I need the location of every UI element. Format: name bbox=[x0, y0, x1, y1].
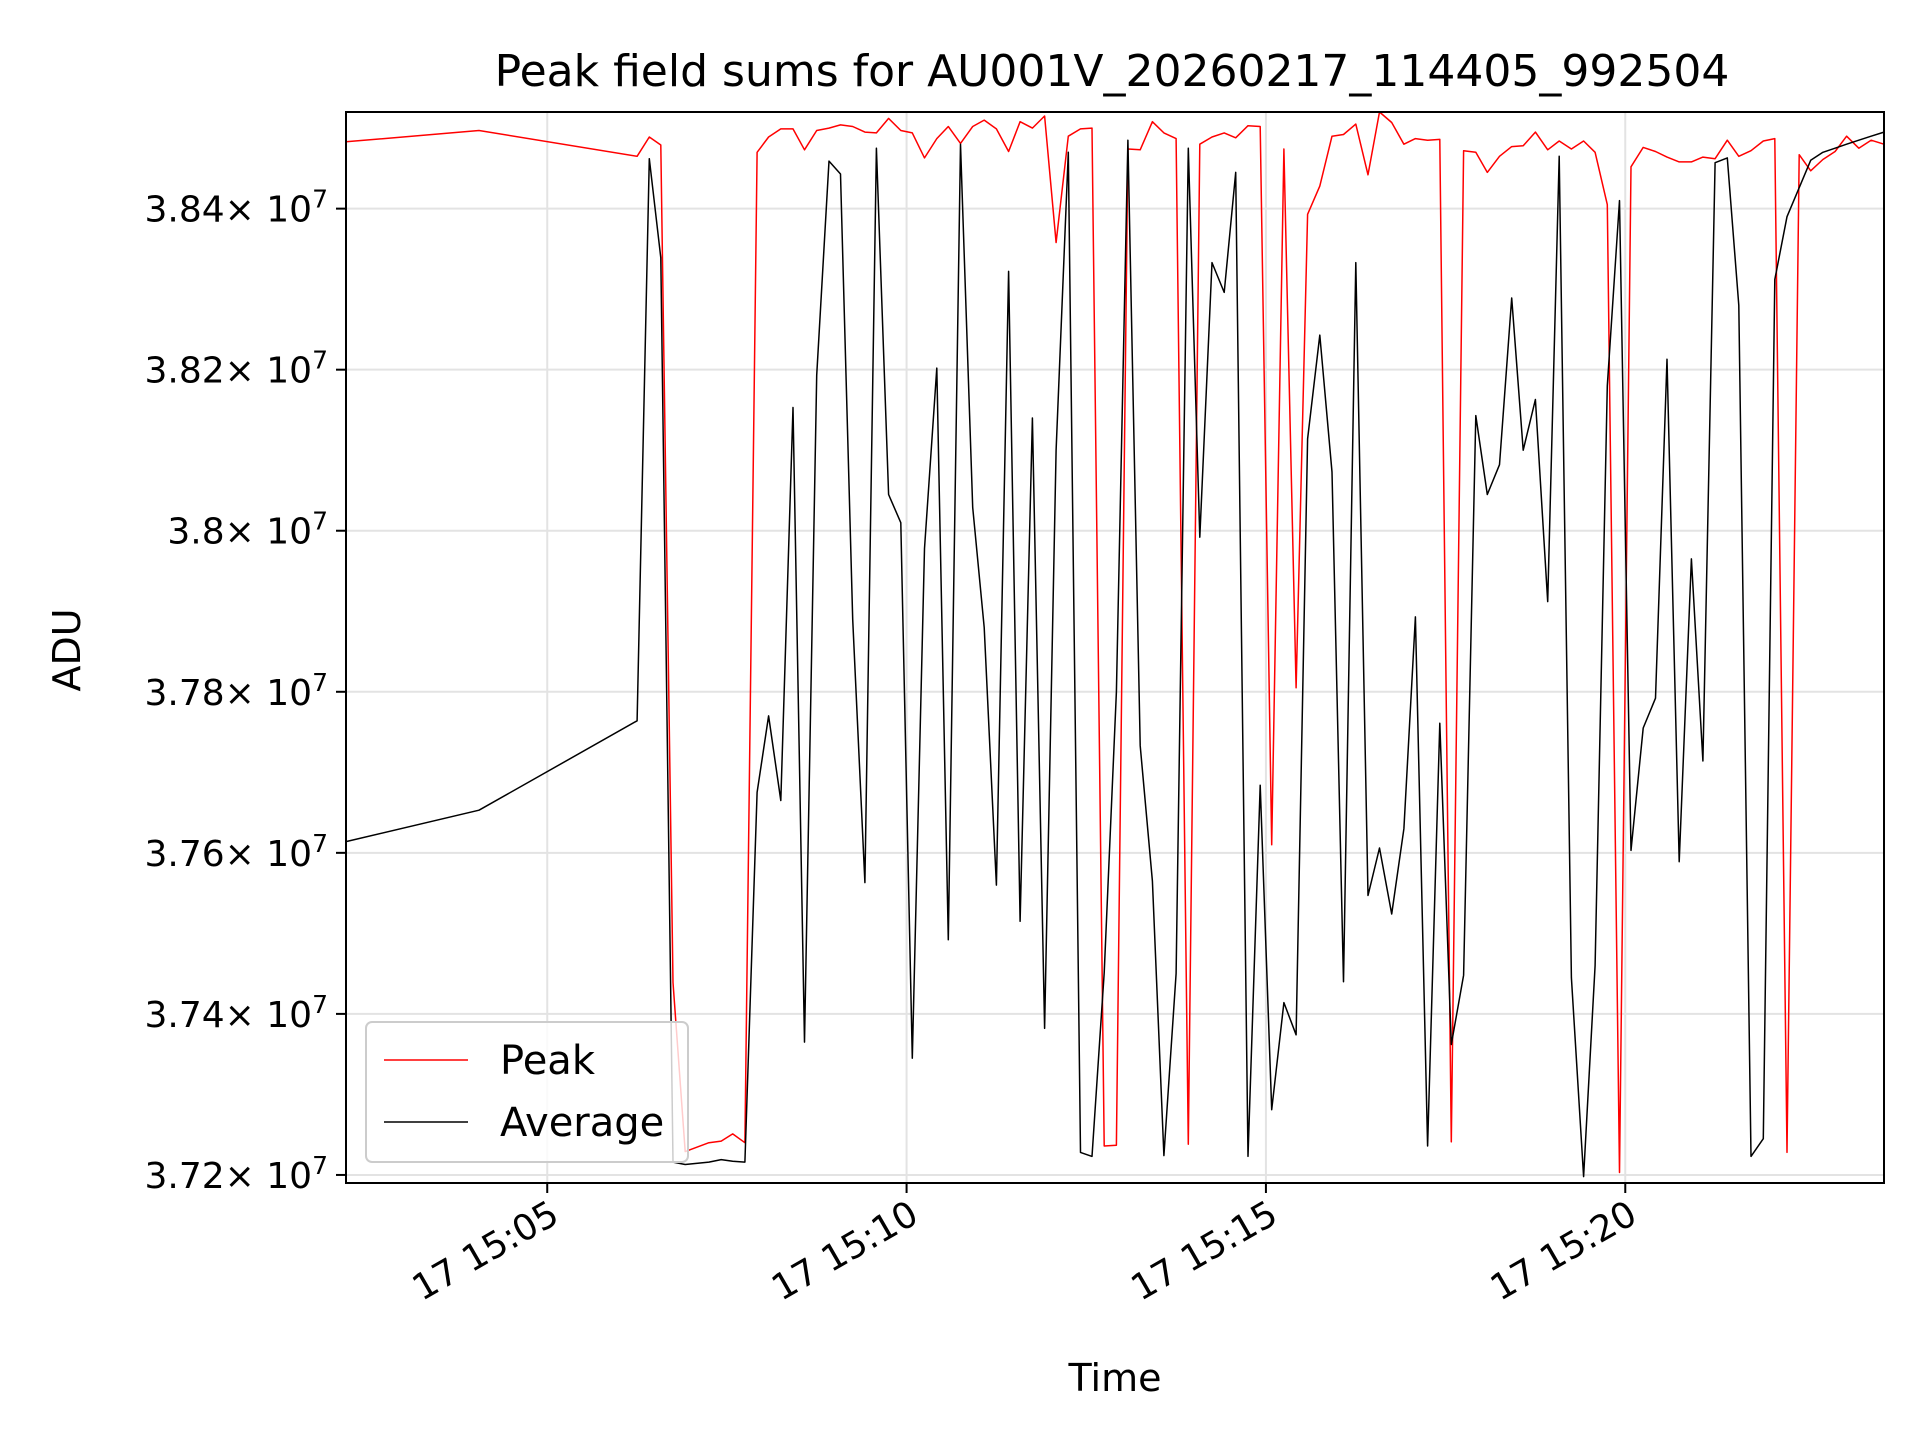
y-tick-label: 3.8× 107 bbox=[167, 506, 328, 553]
x-axis: 17 15:05 17 15:10 17 15:15 17 15:20 bbox=[406, 1183, 1644, 1309]
x-tick-label: 17 15:20 bbox=[1484, 1193, 1644, 1309]
series-line-peak bbox=[345, 111, 1885, 1174]
chart-title: Peak field sums for AU001V_20260217_1144… bbox=[495, 46, 1730, 97]
x-tick-label: 17 15:05 bbox=[406, 1193, 566, 1309]
legend: Peak Average bbox=[365, 1021, 689, 1163]
series-layer bbox=[345, 111, 1885, 1178]
y-tick-label: 3.74× 107 bbox=[145, 989, 328, 1036]
legend-peak-label: Peak bbox=[500, 1038, 596, 1084]
y-tick-label: 3.78× 107 bbox=[145, 667, 328, 714]
y-axis: 3.72× 107 3.74× 107 3.76× 107 3.78× 107 3.8×… bbox=[145, 184, 346, 1197]
y-tick-label: 3.76× 107 bbox=[145, 828, 328, 875]
y-tick-label: 3.72× 107 bbox=[145, 1150, 328, 1197]
legend-box bbox=[365, 1021, 689, 1163]
y-tick-label: 3.84× 107 bbox=[145, 184, 328, 231]
legend-average-label: Average bbox=[500, 1100, 664, 1146]
plot-frame bbox=[345, 111, 1885, 1184]
series-line-average bbox=[345, 131, 1885, 1178]
grid bbox=[346, 112, 1884, 1183]
x-tick-label: 17 15:15 bbox=[1124, 1193, 1284, 1309]
x-axis-label: Time bbox=[1068, 1356, 1162, 1400]
y-axis-label: ADU bbox=[45, 608, 89, 691]
x-tick-label: 17 15:10 bbox=[765, 1193, 925, 1309]
y-tick-label: 3.82× 107 bbox=[145, 345, 328, 392]
